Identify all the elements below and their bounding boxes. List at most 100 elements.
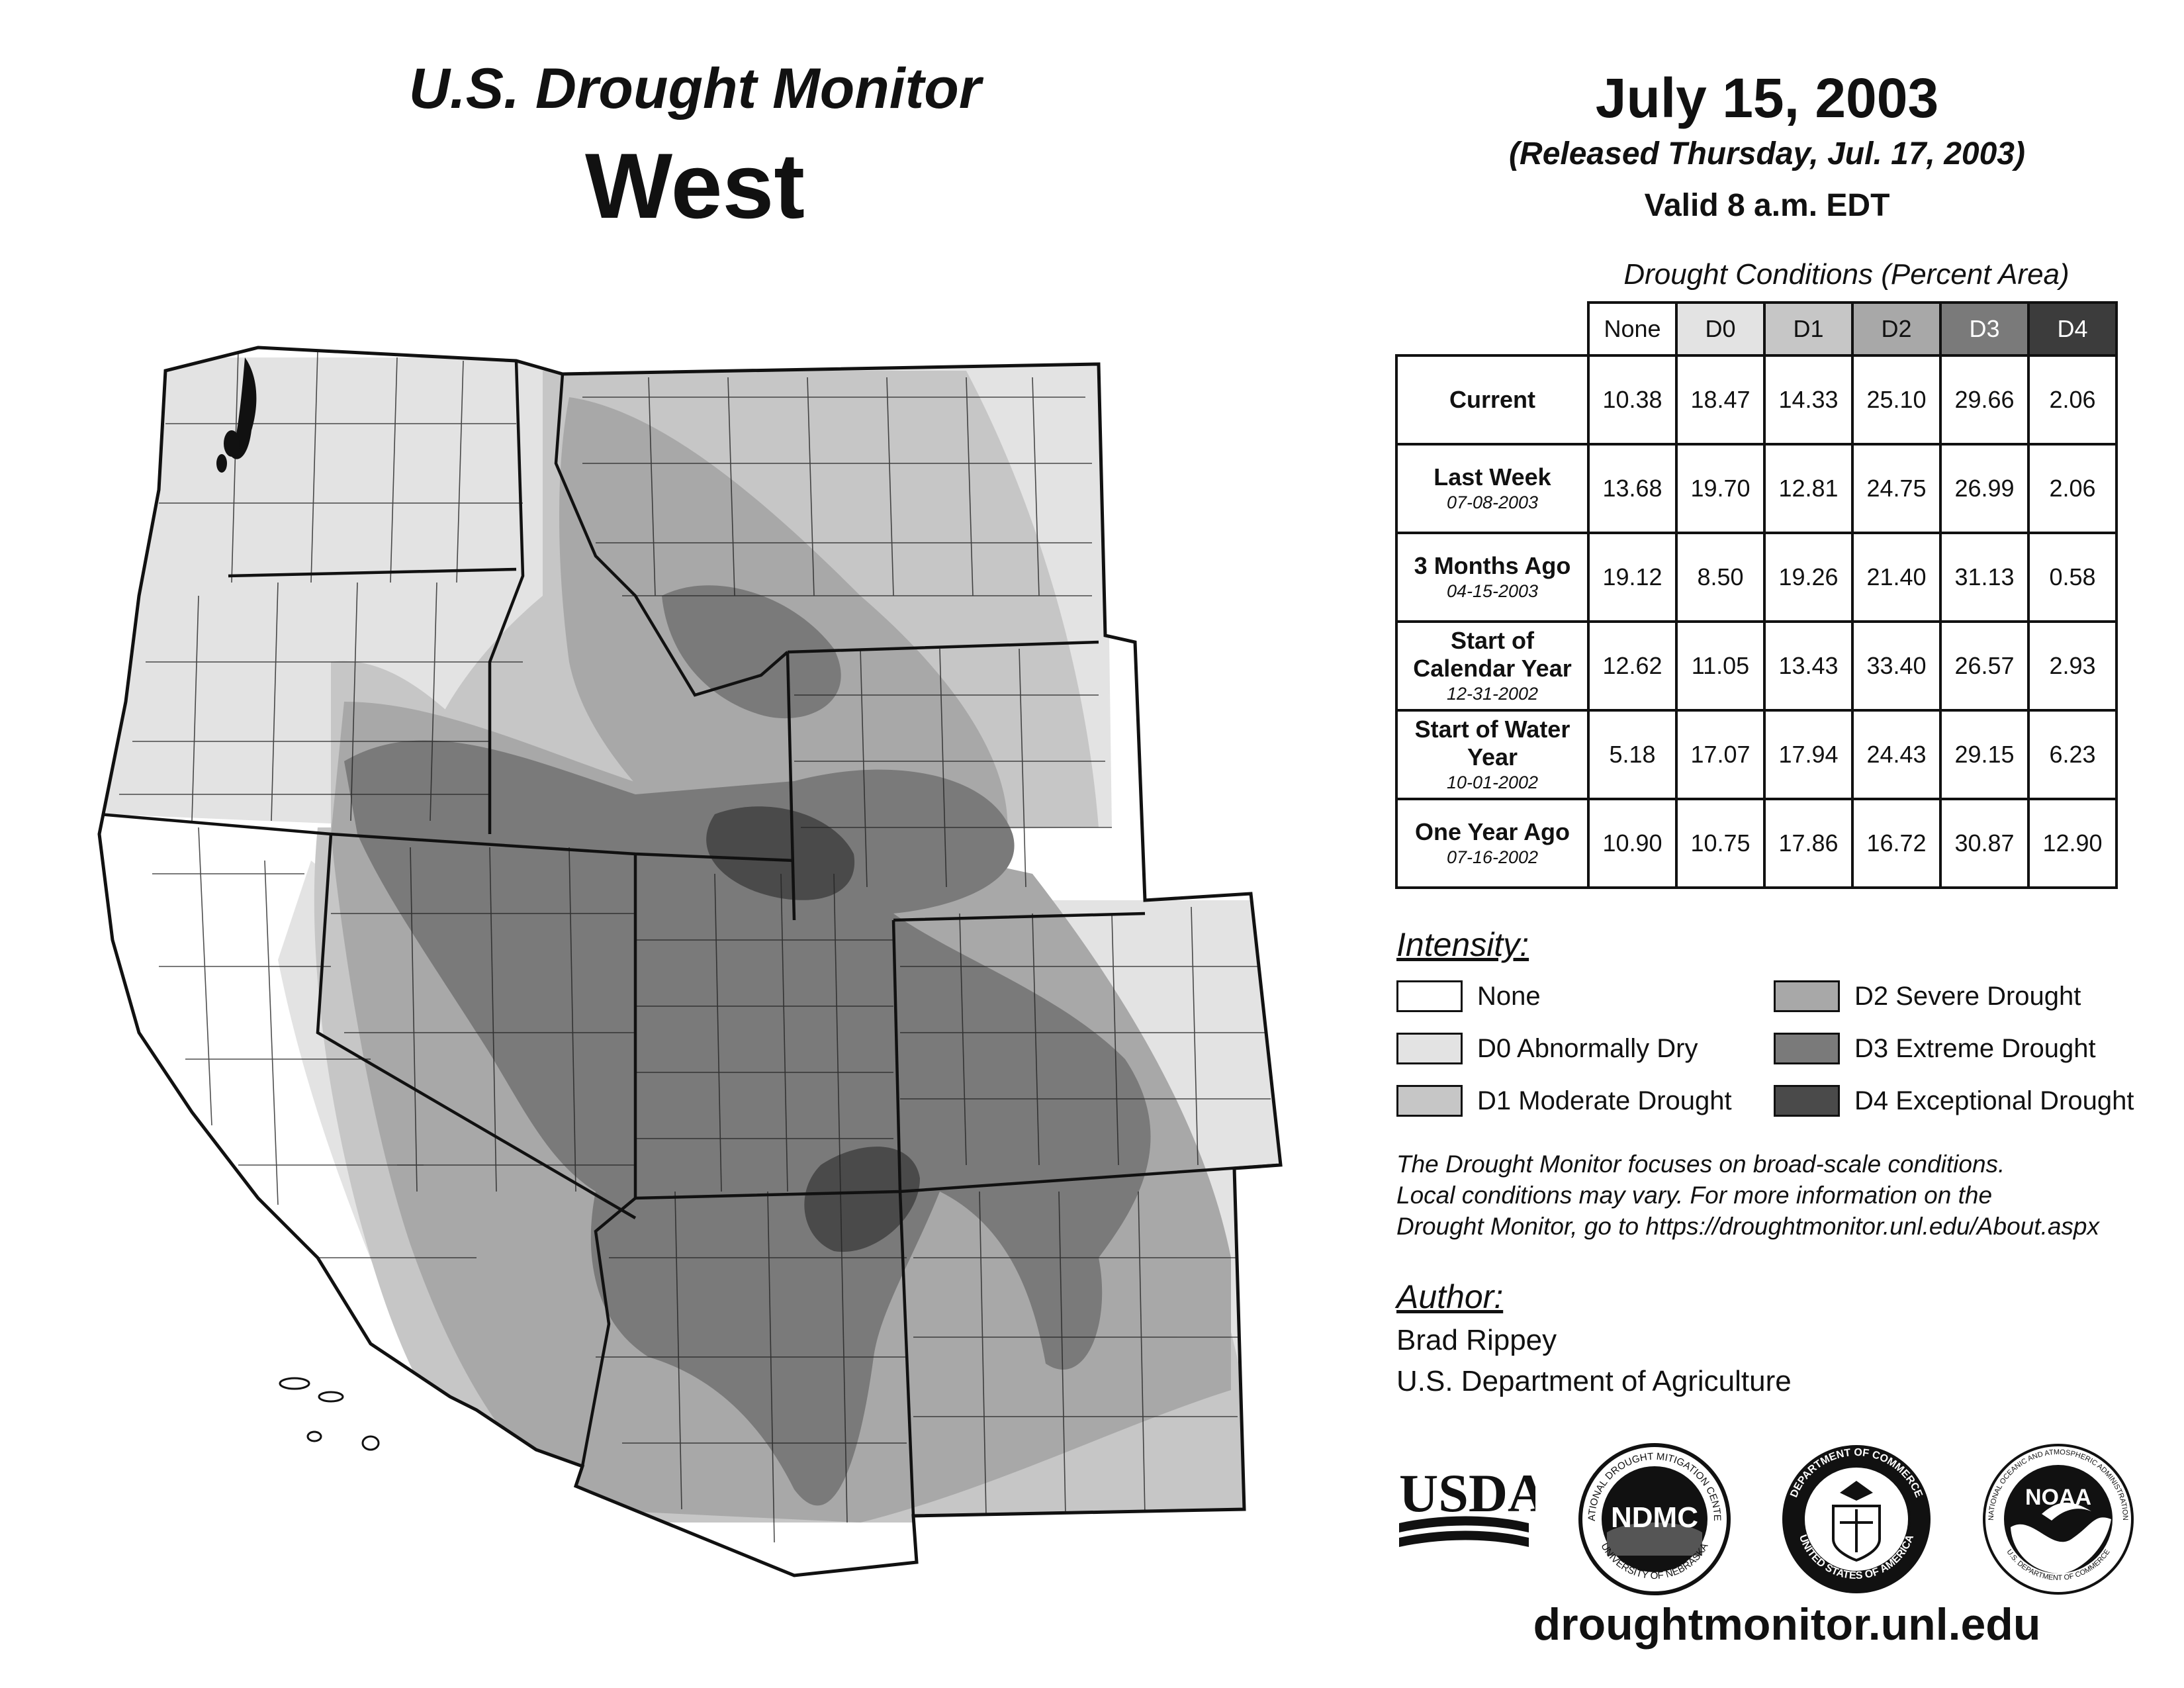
row-label-text: One Year Ago — [1414, 818, 1570, 845]
table-cell: 33.40 — [1851, 620, 1942, 712]
legend-label: D4 Exceptional Drought — [1854, 1086, 2134, 1115]
disclaimer-text: The Drought Monitor focuses on broad-sca… — [1396, 1149, 2158, 1242]
intensity-legend-title: Intensity: — [1396, 926, 1529, 963]
table-cell: 14.33 — [1763, 354, 1854, 445]
table-caption: Drought Conditions (Percent Area) — [1623, 258, 2070, 291]
table-row-start-of-calendar-year: Start of Calendar Year 12-31-2002 12.62 1… — [1395, 620, 2118, 712]
legend-swatch-d2 — [1774, 980, 1840, 1012]
table-cell: 19.70 — [1675, 443, 1766, 534]
table-row-last-week: Last Week 07-08-2003 13.68 19.70 12.81 24… — [1395, 443, 2118, 534]
legend-item-none: None — [1396, 978, 1541, 1015]
table-cell: 6.23 — [2027, 709, 2118, 800]
drought-map — [97, 346, 1283, 1577]
legend-label: D1 Moderate Drought — [1477, 1086, 1732, 1115]
table-cell: 13.43 — [1763, 620, 1854, 712]
table-cell: 0.58 — [2027, 532, 2118, 623]
department-of-commerce-seal: DEPARTMENT OF COMMERCE UNITED STATES OF … — [1782, 1445, 1931, 1593]
table-cell: 12.90 — [2027, 798, 2118, 889]
d4-exceptional-drought-area — [706, 806, 920, 1252]
row-label: Start of Water Year 10-01-2002 — [1395, 709, 1590, 800]
channel-islands — [279, 1377, 380, 1451]
column-header-none: None — [1587, 301, 1678, 357]
row-label: Last Week 07-08-2003 — [1395, 443, 1590, 534]
table-cell: 2.06 — [2027, 443, 2118, 534]
row-label-date: 10-01-2002 — [1446, 773, 1539, 792]
legend-label: None — [1477, 981, 1541, 1011]
legend-label: D0 Abnormally Dry — [1477, 1033, 1698, 1063]
row-label-text: 3 Months Ago — [1414, 552, 1571, 579]
ndmc-logo: NDMC NATIONAL DROUGHT MITIGATION CENTER … — [1575, 1440, 1731, 1595]
column-header-d4: D4 — [2027, 301, 2118, 357]
row-label: 3 Months Ago 04-15-2003 — [1395, 532, 1590, 623]
usda-logo-text: USDA — [1399, 1463, 1535, 1523]
row-label: Start of Calendar Year 12-31-2002 — [1395, 620, 1590, 712]
table-cell: 2.06 — [2027, 354, 2118, 445]
table-cell: 2.93 — [2027, 620, 2118, 712]
table-cell: 24.75 — [1851, 443, 1942, 534]
released-date: (Released Thursday, Jul. 17, 2003) — [1509, 136, 2025, 171]
noaa-logo: NOAA NATIONAL OCEANIC AND ATMOSPHERIC AD… — [1983, 1444, 2134, 1595]
legend-swatch-d1 — [1396, 1085, 1463, 1117]
legend-swatch-d0 — [1396, 1033, 1463, 1064]
row-label-date: 12-31-2002 — [1446, 684, 1539, 704]
row-label: One Year Ago 07-16-2002 — [1395, 798, 1590, 889]
noaa-logo-text: NOAA — [2025, 1485, 2091, 1510]
disclaimer-line: The Drought Monitor focuses on broad-sca… — [1396, 1150, 2005, 1178]
puget-sound-islands — [216, 357, 257, 473]
row-label-text: Start of Water Year — [1414, 716, 1570, 771]
table-row-3-months-ago: 3 Months Ago 04-15-2003 19.12 8.50 19.26 … — [1395, 532, 2118, 623]
table-cell: 13.68 — [1587, 443, 1678, 534]
table-cell: 26.99 — [1939, 443, 2030, 534]
column-header-d2: D2 — [1851, 301, 1942, 357]
table-cell: 12.81 — [1763, 443, 1854, 534]
western-states-outline — [97, 346, 1283, 1577]
disclaimer-line: Local conditions may vary. For more info… — [1396, 1182, 1993, 1209]
author-organization: U.S. Department of Agriculture — [1396, 1365, 1792, 1397]
table-row-current: Current 10.38 18.47 14.33 25.10 29.66 2.… — [1395, 354, 2118, 445]
table-cell: 29.66 — [1939, 354, 2030, 445]
region-title: West — [585, 134, 805, 238]
table-row-start-of-water-year: Start of Water Year 10-01-2002 5.18 17.07… — [1395, 709, 2118, 800]
table-header-row: None D0 D1 D2 D3 D4 — [1396, 301, 2118, 357]
disclaimer-line: Drought Monitor, go to https://droughtmo… — [1396, 1213, 2099, 1240]
legend-item-d1: D1 Moderate Drought — [1396, 1082, 1732, 1119]
legend-item-d0: D0 Abnormally Dry — [1396, 1030, 1698, 1067]
table-cell: 24.43 — [1851, 709, 1942, 800]
state-boundaries — [99, 360, 1278, 1517]
table-cell: 10.90 — [1587, 798, 1678, 889]
table-row-one-year-ago: One Year Ago 07-16-2002 10.90 10.75 17.86… — [1395, 798, 2118, 889]
column-header-d1: D1 — [1763, 301, 1854, 357]
d3-extreme-drought-area — [344, 585, 1151, 1506]
table-cell: 31.13 — [1939, 532, 2030, 623]
county-boundaries — [119, 350, 1271, 1543]
row-label-date: 04-15-2003 — [1446, 581, 1539, 601]
legend-item-d4: D4 Exceptional Drought — [1774, 1082, 2134, 1119]
row-label-text: Last Week — [1433, 463, 1551, 491]
legend-item-d3: D3 Extreme Drought — [1774, 1030, 2096, 1067]
column-header-d3: D3 — [1939, 301, 2030, 357]
table-cell: 12.62 — [1587, 620, 1678, 712]
table-corner — [1396, 303, 1588, 355]
table-cell: 11.05 — [1675, 620, 1766, 712]
table-cell: 19.12 — [1587, 532, 1678, 623]
table-cell: 8.50 — [1675, 532, 1766, 623]
table-cell: 17.94 — [1763, 709, 1854, 800]
website-link[interactable]: droughtmonitor.unl.edu — [1533, 1599, 2041, 1650]
column-header-d0: D0 — [1675, 301, 1766, 357]
legend-swatch-d4 — [1774, 1085, 1840, 1117]
table-cell: 17.07 — [1675, 709, 1766, 800]
valid-time: Valid 8 a.m. EDT — [1644, 188, 1890, 223]
table-cell: 16.72 — [1851, 798, 1942, 889]
author-name: Brad Rippey — [1396, 1324, 1557, 1356]
map-date: July 15, 2003 — [1595, 67, 1939, 129]
legend-swatch-none — [1396, 980, 1463, 1012]
table-cell: 29.15 — [1939, 709, 2030, 800]
table-cell: 19.26 — [1763, 532, 1854, 623]
usda-logo: USDA — [1399, 1463, 1535, 1547]
page-title: U.S. Drought Monitor — [408, 57, 981, 120]
ndmc-logo-text: NDMC — [1611, 1501, 1698, 1534]
row-label-date: 07-16-2002 — [1446, 847, 1539, 867]
table-cell: 18.47 — [1675, 354, 1766, 445]
legend-label: D3 Extreme Drought — [1854, 1033, 2096, 1063]
table-cell: 5.18 — [1587, 709, 1678, 800]
